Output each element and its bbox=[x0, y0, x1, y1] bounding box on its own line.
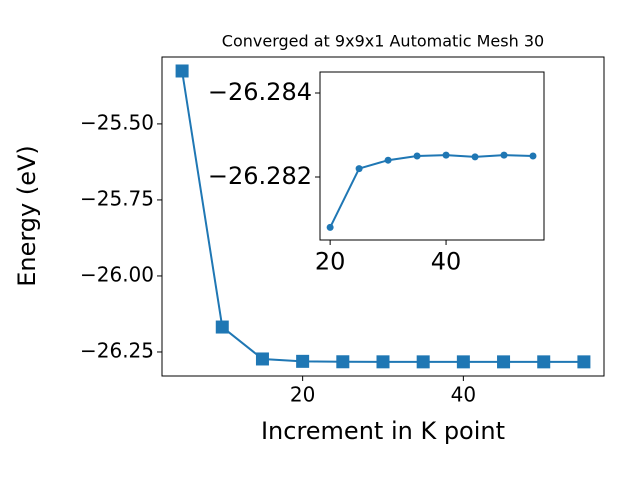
marker bbox=[296, 354, 310, 368]
marker bbox=[175, 64, 189, 78]
marker bbox=[537, 355, 551, 369]
marker bbox=[442, 151, 450, 159]
marker bbox=[355, 165, 363, 173]
marker bbox=[413, 152, 421, 160]
x-tick-label: 40 bbox=[431, 247, 462, 275]
y-tick-label: −26.284 bbox=[208, 78, 312, 106]
marker bbox=[326, 223, 334, 231]
y-tick-label: −25.50 bbox=[80, 110, 154, 134]
marker bbox=[336, 355, 350, 369]
y-tick-label: −26.00 bbox=[80, 262, 154, 286]
marker bbox=[416, 355, 430, 369]
marker bbox=[577, 355, 591, 369]
x-tick-label: 20 bbox=[315, 247, 346, 275]
y-tick-label: −26.282 bbox=[208, 162, 312, 190]
x-tick-label: 20 bbox=[290, 383, 315, 407]
marker bbox=[215, 320, 229, 334]
y-tick-label: −25.75 bbox=[80, 186, 154, 210]
marker bbox=[500, 151, 508, 159]
marker bbox=[456, 355, 470, 369]
chart-title: Converged at 9x9x1 Automatic Mesh 30 bbox=[222, 32, 544, 51]
marker bbox=[255, 352, 269, 366]
marker bbox=[497, 355, 511, 369]
y-axis-label: Energy (eV) bbox=[13, 145, 41, 287]
y-tick-label: −26.25 bbox=[80, 338, 154, 362]
series-line bbox=[329, 154, 534, 228]
marker bbox=[529, 152, 537, 160]
x-tick-label: 40 bbox=[451, 383, 476, 407]
marker bbox=[384, 156, 392, 164]
marker bbox=[471, 153, 479, 161]
marker bbox=[376, 355, 390, 369]
x-axis-label: Increment in K point bbox=[261, 417, 505, 445]
